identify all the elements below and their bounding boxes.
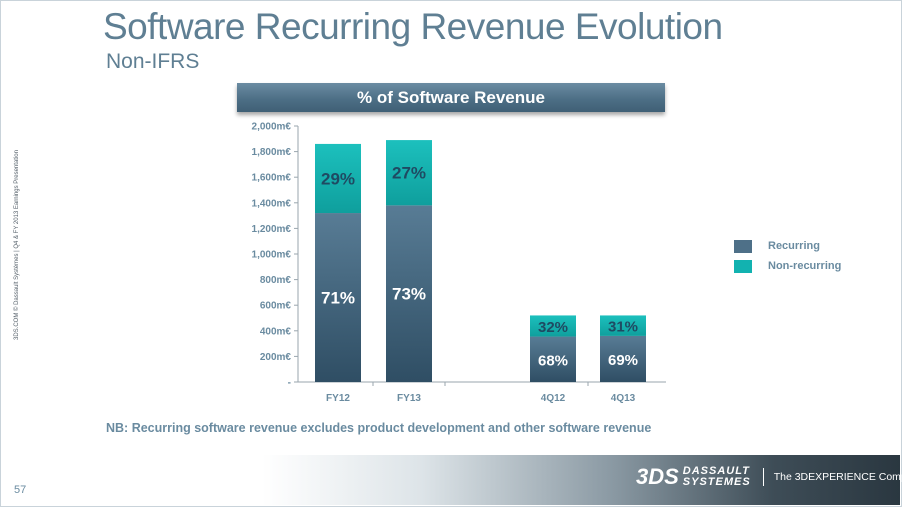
- bar-non-recurring-fy12: [315, 143, 361, 214]
- x-tick-label: FY13: [397, 393, 421, 404]
- legend-label-recurring: Recurring: [768, 240, 820, 252]
- dassault-logo: 3DS DASSAULT SYSTEMES The 3DEXPERIENCE C…: [636, 464, 902, 490]
- y-tick-label: 400m€: [260, 326, 292, 337]
- bar-non-recurring-4q13: [600, 315, 646, 336]
- y-tick-label: 1,400m€: [252, 198, 292, 209]
- slide-title: Software Recurring Revenue Evolution: [103, 6, 723, 47]
- bar-recurring-4q12: [530, 336, 576, 382]
- data-label-non-recurring: 27%: [392, 164, 426, 183]
- footer-band: [262, 455, 900, 505]
- legend-label-non-recurring: Non-recurring: [768, 260, 842, 272]
- data-label-non-recurring: 29%: [321, 169, 355, 188]
- chart-banner: % of Software Revenue: [237, 83, 665, 112]
- data-label-non-recurring: 31%: [608, 319, 638, 336]
- logo-mark-icon: 3DS: [636, 464, 679, 489]
- chart-legend: Recurring Non-recurring: [734, 236, 841, 276]
- legend-swatch-non-recurring: [734, 259, 752, 273]
- y-tick-label: 200m€: [260, 352, 292, 363]
- y-tick-label: 800m€: [260, 275, 292, 286]
- company-tagline: The 3DEXPERIENCE Company: [773, 471, 902, 483]
- bar-recurring-fy13: [386, 205, 432, 382]
- x-tick-label: 4Q13: [611, 393, 636, 404]
- footnote: NB: Recurring software revenue excludes …: [106, 421, 652, 435]
- x-tick-label: 4Q12: [541, 393, 566, 404]
- data-label-recurring: 69%: [608, 352, 638, 369]
- y-tick-label: 1,200m€: [252, 224, 292, 235]
- logo-word-1: DASSAULT: [682, 465, 750, 477]
- data-label-recurring: 71%: [321, 289, 355, 308]
- legend-item-recurring: Recurring: [734, 236, 841, 256]
- data-label-recurring: 73%: [392, 285, 426, 304]
- bar-non-recurring-4q12: [530, 315, 576, 337]
- logo-divider: [762, 468, 764, 486]
- bar-recurring-4q13: [600, 335, 646, 382]
- data-label-non-recurring: 32%: [538, 319, 568, 336]
- bar-recurring-fy12: [315, 213, 361, 382]
- y-tick-label: -: [288, 378, 291, 389]
- slide-subtitle: Non-IFRS: [106, 50, 200, 73]
- y-tick-label: 1,000m€: [252, 250, 292, 261]
- bar-non-recurring-fy13: [386, 140, 432, 206]
- y-tick-label: 1,600m€: [252, 173, 292, 184]
- y-tick-label: 2,000m€: [252, 122, 292, 133]
- logo-word-2: SYSTEMES: [682, 476, 751, 488]
- logo-wordmark: DASSAULT SYSTEMES: [683, 466, 751, 488]
- legend-item-non-recurring: Non-recurring: [734, 256, 841, 276]
- legend-swatch-recurring: [734, 239, 752, 253]
- x-tick-label: FY12: [326, 393, 350, 404]
- page-number: 57: [14, 484, 27, 496]
- y-tick-label: 1,800m€: [252, 147, 292, 158]
- y-tick-label: 600m€: [260, 301, 292, 312]
- data-label-recurring: 68%: [538, 352, 568, 369]
